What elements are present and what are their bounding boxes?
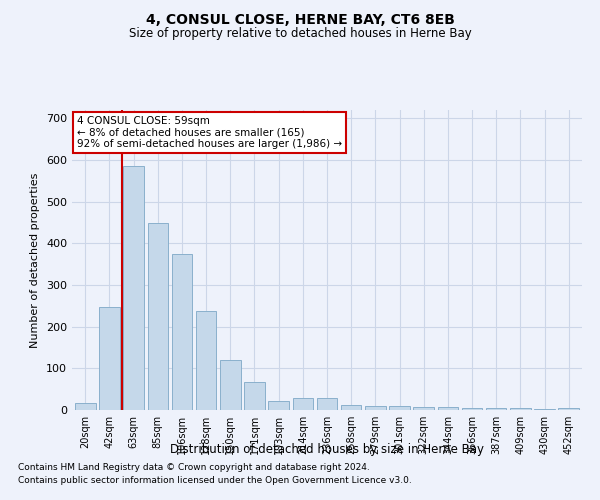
- Bar: [99, 306, 120, 410]
- Text: Size of property relative to detached houses in Herne Bay: Size of property relative to detached ho…: [128, 28, 472, 40]
- Bar: [413, 406, 434, 410]
- Text: 4 CONSUL CLOSE: 59sqm
← 8% of detached houses are smaller (165)
92% of semi-deta: 4 CONSUL CLOSE: 59sqm ← 8% of detached h…: [77, 116, 342, 149]
- Bar: [293, 398, 313, 410]
- Text: 4, CONSUL CLOSE, HERNE BAY, CT6 8EB: 4, CONSUL CLOSE, HERNE BAY, CT6 8EB: [146, 12, 454, 26]
- Bar: [220, 360, 241, 410]
- Bar: [534, 409, 555, 410]
- Bar: [172, 254, 192, 410]
- Bar: [341, 404, 361, 410]
- Text: Contains HM Land Registry data © Crown copyright and database right 2024.: Contains HM Land Registry data © Crown c…: [18, 464, 370, 472]
- Bar: [389, 406, 410, 410]
- Bar: [365, 406, 386, 410]
- Text: Distribution of detached houses by size in Herne Bay: Distribution of detached houses by size …: [170, 442, 484, 456]
- Bar: [268, 401, 289, 410]
- Bar: [75, 402, 95, 410]
- Bar: [510, 408, 530, 410]
- Bar: [559, 408, 579, 410]
- Bar: [124, 166, 144, 410]
- Bar: [196, 311, 217, 410]
- Text: Contains public sector information licensed under the Open Government Licence v3: Contains public sector information licen…: [18, 476, 412, 485]
- Bar: [244, 382, 265, 410]
- Bar: [148, 224, 168, 410]
- Bar: [462, 408, 482, 410]
- Bar: [437, 407, 458, 410]
- Bar: [317, 398, 337, 410]
- Bar: [486, 408, 506, 410]
- Y-axis label: Number of detached properties: Number of detached properties: [31, 172, 40, 348]
